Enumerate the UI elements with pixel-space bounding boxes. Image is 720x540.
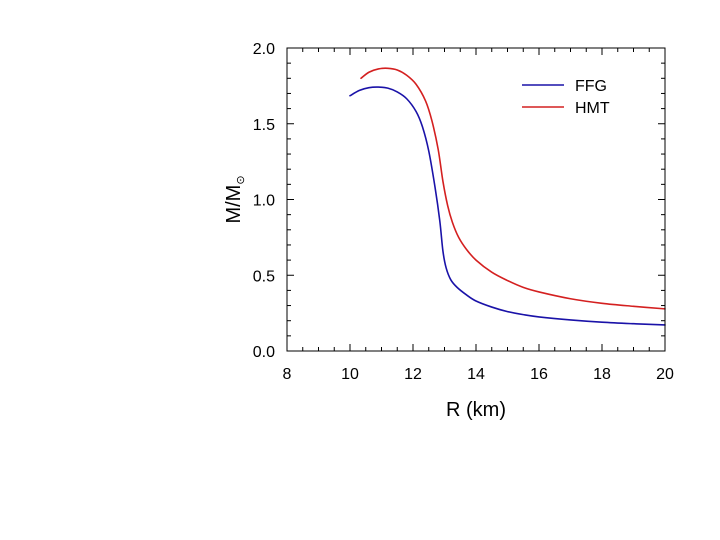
x-tick-label: 12: [404, 366, 422, 383]
y-tick-label: 0.0: [253, 344, 275, 361]
legend-label-hmt: HMT: [575, 100, 610, 117]
x-tick-label: 20: [656, 366, 674, 383]
y-axis-title-main: M/M: [223, 185, 245, 224]
y-tick-label: 2.0: [253, 41, 275, 58]
x-axis-title: R (km): [446, 399, 506, 421]
legend-label-ffg: FFG: [575, 78, 607, 95]
x-tick-label: 18: [593, 366, 611, 383]
series-line-ffg: [349, 86, 666, 326]
y-tick-label: 1.5: [253, 117, 275, 134]
series-line-hmt: [360, 67, 666, 310]
y-axis-title-subscript: ⊙: [235, 175, 247, 184]
plot-frame: [286, 47, 666, 352]
x-tick-label: 10: [341, 366, 359, 383]
axis-ticks: [286, 47, 666, 352]
tick-labels: 8 10 12 14 16 18 20 0.0 0.5 1.0 1.5 2.0: [253, 41, 674, 383]
legend: FFG HMT: [522, 78, 610, 117]
x-tick-label: 16: [530, 366, 548, 383]
svg-text:M/M⊙: M/M⊙: [223, 175, 247, 223]
x-tick-label: 8: [283, 366, 292, 383]
y-axis-title: M/M⊙: [223, 175, 247, 223]
x-tick-label: 14: [467, 366, 485, 383]
series-layer: [349, 67, 666, 326]
y-tick-label: 0.5: [253, 268, 275, 285]
y-tick-label: 1.0: [253, 193, 275, 210]
